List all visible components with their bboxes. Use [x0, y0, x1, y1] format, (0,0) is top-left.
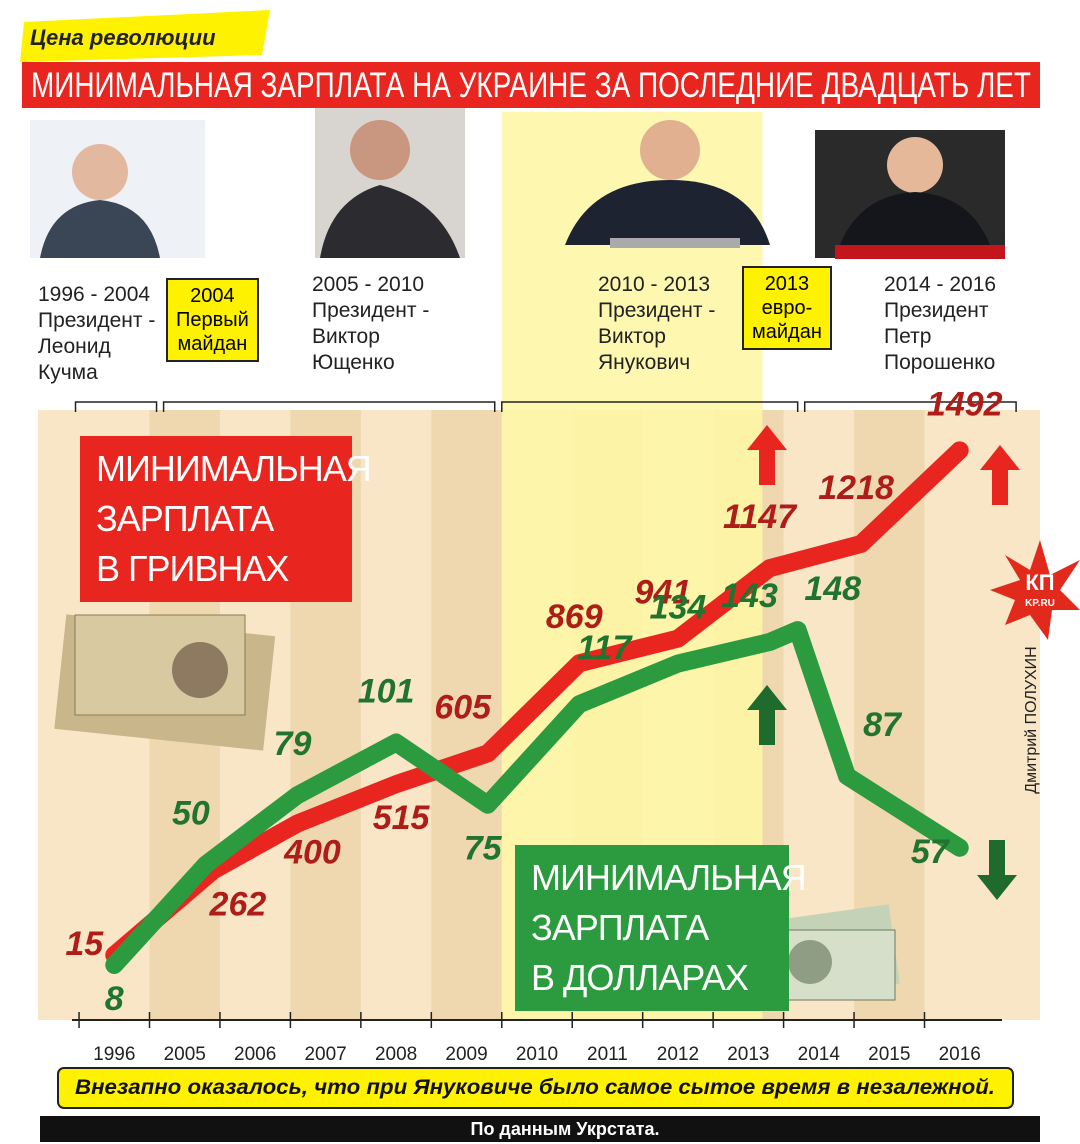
x-tick-label: 2016	[939, 1044, 981, 1065]
data-label: 50	[172, 795, 210, 833]
data-label: 869	[546, 598, 603, 636]
legend-entry: МИНИМАЛЬНАЯ ЗАРПЛАТА В ДОЛЛАРАХ	[515, 845, 807, 1011]
x-tick-label: 2008	[375, 1044, 417, 1065]
data-label: 1218	[818, 469, 894, 507]
data-label: 1492	[927, 385, 1003, 423]
logo: КП KP.RU	[990, 540, 1080, 640]
x-tick-label: 2015	[868, 1044, 910, 1065]
period-bracket	[162, 401, 496, 412]
data-label: 79	[274, 725, 312, 763]
x-tick-label: 2010	[516, 1044, 558, 1065]
x-tick-label: 2014	[798, 1044, 841, 1065]
x-tick-label: 2013	[727, 1044, 769, 1065]
series-line	[105, 621, 969, 974]
x-tick-label: 2005	[164, 1044, 206, 1065]
data-label: 8	[105, 980, 124, 1018]
data-label: 1147	[723, 498, 798, 536]
period-label: 2014 - 2016 Президент Петр Порошенко	[884, 273, 997, 374]
legend-entry: МИНИМАЛЬНАЯ ЗАРПЛАТА В ГРИВНАХ	[80, 436, 372, 602]
data-label: 143	[721, 577, 778, 615]
footer-source: По данным Укрстата.	[471, 1119, 660, 1139]
period-bracket	[74, 401, 158, 412]
x-tick-label: 2007	[304, 1044, 346, 1065]
logo-name: КП	[1025, 570, 1054, 595]
note-bg	[57, 1067, 1014, 1109]
period-bracket	[803, 401, 1017, 412]
data-label: 15	[65, 925, 104, 963]
data-label: 57	[911, 833, 951, 871]
data-label: 101	[358, 673, 415, 711]
data-label: 262	[209, 886, 267, 924]
period-label: 2010 - 2013 Президент - Виктор Янукович	[598, 273, 716, 374]
data-label: 148	[804, 570, 861, 608]
data-label: 941	[635, 574, 692, 612]
data-label: 117	[577, 629, 633, 667]
data-label: 75	[464, 830, 503, 868]
series-line	[105, 441, 969, 965]
title-bg	[22, 62, 1040, 108]
x-tick-label: 1996	[93, 1044, 135, 1065]
data-label: 515	[373, 799, 431, 837]
source-bg	[40, 1116, 1040, 1142]
callout: 2004 Первый майдан	[166, 278, 259, 362]
header-title: МИНИМАЛЬНАЯ ЗАРПЛАТА НА УКРАИНЕ ЗА ПОСЛЕ…	[31, 66, 1031, 105]
band	[431, 410, 502, 1020]
period-label: 2005 - 2010 Президент - Виктор Ющенко	[312, 273, 430, 374]
data-label: 400	[283, 834, 341, 872]
trend-arrows	[747, 425, 1020, 900]
footer-note: Внезапно оказалось, что при Януковиче бы…	[75, 1076, 995, 1099]
data-label: 87	[863, 706, 903, 744]
x-tick-label: 2011	[587, 1044, 628, 1065]
header-tag: Цена революции	[30, 25, 216, 50]
x-tick-label: 2012	[657, 1044, 699, 1065]
data-label: 134	[650, 589, 707, 627]
period-bracket	[501, 401, 799, 412]
callout: 2013 евро- майдан	[742, 266, 832, 350]
logo-site: KP.RU	[1025, 598, 1055, 609]
x-tick-label: 2006	[234, 1044, 276, 1065]
period-label: 1996 - 2004 Президент - Леонид Кучма	[38, 283, 156, 384]
credit: Дмитрий ПОЛУХИН	[1023, 646, 1040, 793]
x-tick-label: 2009	[445, 1044, 487, 1065]
tag-bg	[20, 10, 270, 62]
data-label: 605	[434, 688, 492, 726]
